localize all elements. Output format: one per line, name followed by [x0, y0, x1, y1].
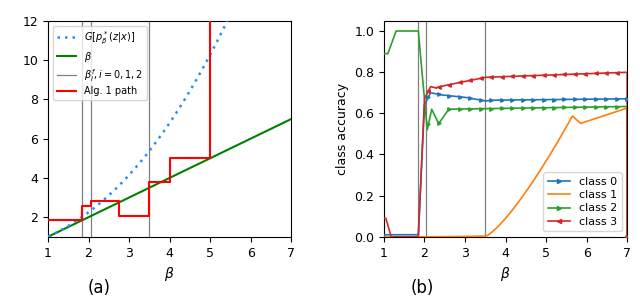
Y-axis label: class accuracy: class accuracy: [335, 83, 349, 175]
Legend: $G[p_\beta^*(z|x)]$, $\beta$, $\beta_i^f, i=0, 1, 2$, Alg. 1 path: $G[p_\beta^*(z|x)]$, $\beta$, $\beta_i^f…: [53, 25, 147, 100]
Text: (a): (a): [88, 279, 111, 296]
Legend: class 0, class 1, class 2, class 3: class 0, class 1, class 2, class 3: [543, 172, 621, 231]
X-axis label: $\beta$: $\beta$: [500, 265, 511, 283]
X-axis label: $\beta$: $\beta$: [164, 265, 175, 283]
Text: (b): (b): [411, 279, 434, 296]
